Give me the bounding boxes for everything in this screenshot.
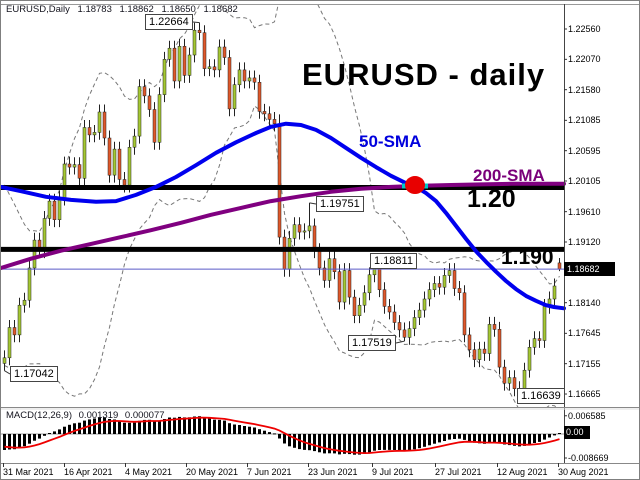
date-tick-label: 27 Jul 2021 — [435, 467, 482, 477]
price-tick-label: 1.19610 — [568, 207, 601, 217]
callout-high-1.19751[interactable]: 1.19751 — [316, 196, 364, 212]
frame-layer — [1, 4, 639, 467]
sma50-annotation[interactable]: 50-SMA — [359, 132, 422, 151]
overlay-layer — [1, 121, 566, 311]
level-1.190-annotation[interactable]: 1.190 — [501, 246, 554, 269]
date-tick-label: 9 Jul 2021 — [372, 467, 414, 477]
date-tick-label: 30 Aug 2021 — [558, 467, 609, 477]
price-tick-label: 1.21085 — [568, 115, 601, 125]
price-tick-label: 1.21580 — [568, 85, 601, 95]
macd-value: 0.001319 — [78, 410, 119, 421]
price-tick-label: 1.19120 — [568, 237, 601, 247]
high-value: 1.18862 — [119, 4, 154, 15]
price-tick-label: 1.16665 — [568, 389, 601, 399]
price-tick-label: 1.22560 — [568, 24, 601, 34]
price-tick-label: 1.17645 — [568, 328, 601, 338]
symbol-period-label: EURUSD,Daily — [6, 4, 70, 15]
date-tick-label: 20 May 2021 — [186, 467, 239, 477]
date-tick-label: 4 May 2021 — [125, 467, 173, 477]
date-tick-label: 12 Aug 2021 — [497, 467, 548, 477]
callout-high-1.18811[interactable]: 1.18811 — [370, 253, 417, 269]
date-tick-label: 16 Apr 2021 — [64, 467, 113, 477]
close-value: 1.18682 — [203, 4, 238, 15]
candles-layer — [2, 22, 562, 400]
callout-low-1.17042[interactable]: 1.17042 — [10, 366, 58, 382]
chart-title-annotation[interactable]: EURUSD - daily — [302, 57, 546, 92]
macd-zero-badge: 0.00 — [564, 426, 590, 439]
open-value: 1.18783 — [77, 4, 112, 15]
macd-tick-label: 0.006585 — [568, 411, 606, 421]
callout-low-1.16639[interactable]: 1.16639 — [517, 388, 565, 404]
current-price-badge: 1.18682 — [564, 262, 615, 276]
price-tick-label: 1.18140 — [568, 298, 601, 308]
price-tick-label: 1.17155 — [568, 359, 601, 369]
callout-low-1.17519[interactable]: 1.17519 — [348, 335, 396, 351]
macd-signal-value: 0.000077 — [124, 410, 165, 421]
low-value: 1.18650 — [161, 4, 196, 15]
macd-tick-label: -0.008669 — [568, 453, 609, 463]
callout-high-1.22664[interactable]: 1.22664 — [145, 14, 193, 30]
macd-layer — [1, 416, 564, 455]
date-tick-label: 23 Jun 2021 — [308, 467, 358, 477]
date-tick-label: 31 Mar 2021 — [3, 467, 54, 477]
price-tick-label: 1.20105 — [568, 176, 601, 186]
price-tick-label: 1.20595 — [568, 146, 601, 156]
chart-ohlc-header: EURUSD,Daily 1.18783 1.18862 1.18650 1.1… — [6, 4, 243, 15]
price-tick-label: 1.22070 — [568, 54, 601, 64]
macd-label: MACD(12,26,9) — [6, 410, 72, 421]
sma200-annotation[interactable]: 200-SMA — [473, 166, 545, 185]
macd-indicator-header: MACD(12,26,9) 0.001319 0.000077 — [6, 410, 169, 421]
level-1.20-annotation[interactable]: 1.20 — [467, 185, 516, 213]
bollinger-bands-layer — [4, 5, 560, 407]
date-tick-label: 7 Jun 2021 — [247, 467, 292, 477]
